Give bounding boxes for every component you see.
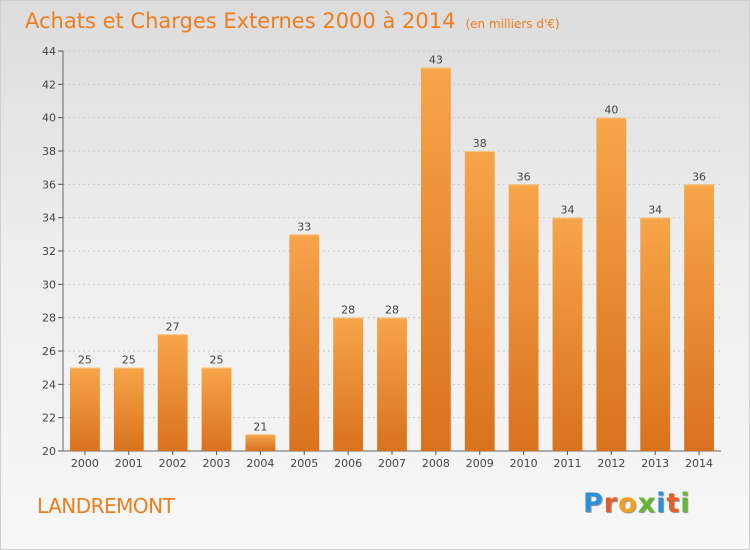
data-label: 33 [297, 220, 311, 233]
data-label: 25 [78, 354, 92, 367]
commune-name: LANDREMONT [37, 494, 175, 518]
bar [640, 217, 671, 451]
x-tick-label: 2007 [378, 457, 406, 470]
data-label: 36 [517, 170, 531, 183]
x-tick-label: 2009 [466, 457, 494, 470]
logo-letter: r [603, 488, 619, 519]
x-tick-label: 2005 [290, 457, 318, 470]
bar [333, 317, 364, 451]
x-tick-label: 2010 [510, 457, 538, 470]
x-tick-label: 2000 [71, 457, 99, 470]
logo-letter: x [637, 488, 657, 519]
data-label: 34 [560, 204, 574, 217]
chart-title: Achats et Charges Externes 2000 à 2014 (e… [25, 9, 560, 33]
y-tick-label: 44 [42, 45, 56, 58]
data-label: 25 [210, 354, 224, 367]
data-label: 27 [166, 320, 180, 333]
bar [464, 151, 495, 451]
bar [245, 434, 276, 451]
y-tick-label: 34 [42, 212, 56, 225]
data-label: 40 [604, 104, 618, 117]
y-tick-label: 42 [42, 78, 56, 91]
bar [420, 67, 451, 452]
logo-letter: P [583, 488, 604, 519]
y-tick-label: 30 [42, 278, 56, 291]
chart-title-text: Achats et Charges Externes 2000 à 2014 [25, 9, 456, 33]
x-tick-label: 2003 [203, 457, 231, 470]
data-label: 28 [341, 304, 355, 317]
bar [596, 117, 627, 452]
bar [552, 217, 583, 451]
bar [684, 184, 714, 452]
bar [377, 317, 407, 451]
bar [508, 184, 539, 452]
x-tick-label: 2011 [553, 457, 581, 470]
bar [113, 367, 144, 451]
data-label: 21 [253, 420, 267, 433]
bar [289, 234, 320, 451]
data-label: 25 [122, 354, 136, 367]
y-tick-label: 20 [42, 445, 56, 458]
y-tick-label: 40 [42, 112, 56, 125]
y-tick-label: 22 [42, 412, 56, 425]
logo-letter: i [680, 488, 691, 519]
y-tick-label: 24 [42, 378, 56, 391]
logo-letter: t [666, 488, 681, 519]
x-tick-label: 2008 [422, 457, 450, 470]
y-tick-label: 38 [42, 145, 56, 158]
data-label: 43 [429, 54, 443, 67]
bar [201, 367, 232, 451]
data-label: 38 [473, 137, 487, 150]
x-tick-label: 2012 [597, 457, 625, 470]
data-label: 28 [385, 304, 399, 317]
chart-subtitle: (en milliers d'€) [465, 17, 560, 31]
y-tick-label: 36 [42, 178, 56, 191]
x-tick-label: 2001 [115, 457, 143, 470]
data-label: 34 [648, 204, 662, 217]
x-tick-label: 2013 [641, 457, 669, 470]
bar [157, 334, 188, 451]
proxiti-logo: Proxiti [583, 488, 691, 519]
logo-letter: i [656, 488, 667, 519]
bar [70, 367, 100, 451]
data-label: 36 [692, 170, 706, 183]
y-tick-label: 32 [42, 245, 56, 258]
x-tick-label: 2014 [685, 457, 713, 470]
x-tick-label: 2006 [334, 457, 362, 470]
y-tick-label: 28 [42, 312, 56, 325]
x-tick-label: 2004 [246, 457, 274, 470]
logo-letter: o [618, 488, 638, 519]
y-tick-label: 26 [42, 345, 56, 358]
x-tick-label: 2002 [159, 457, 187, 470]
